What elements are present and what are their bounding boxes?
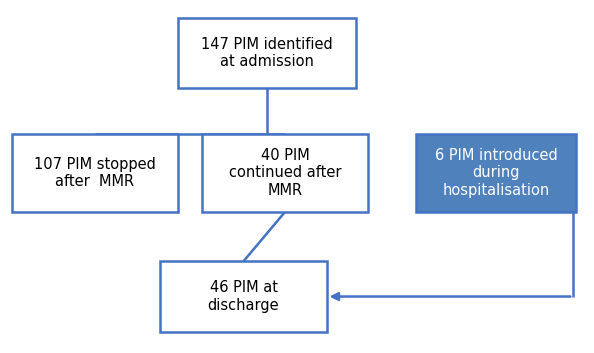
Text: 46 PIM at
discharge: 46 PIM at discharge xyxy=(208,280,279,313)
FancyBboxPatch shape xyxy=(12,134,178,212)
Text: 147 PIM identified
at admission: 147 PIM identified at admission xyxy=(201,37,333,69)
Text: 40 PIM
continued after
MMR: 40 PIM continued after MMR xyxy=(229,148,342,198)
FancyBboxPatch shape xyxy=(178,18,356,88)
Text: 6 PIM introduced
during
hospitalisation: 6 PIM introduced during hospitalisation xyxy=(435,148,557,198)
FancyBboxPatch shape xyxy=(416,134,576,212)
Text: 107 PIM stopped
after  MMR: 107 PIM stopped after MMR xyxy=(34,157,156,189)
FancyBboxPatch shape xyxy=(202,134,368,212)
FancyBboxPatch shape xyxy=(160,261,327,332)
